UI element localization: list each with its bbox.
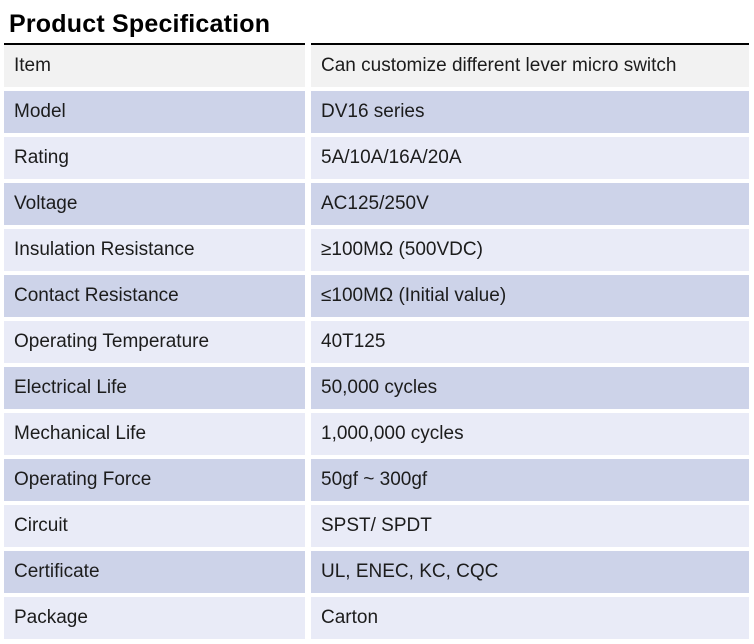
spec-label: Package xyxy=(4,597,305,639)
table-row: Operating Force 50gf ~ 300gf xyxy=(4,459,749,501)
spec-label: Certificate xyxy=(4,551,305,593)
spec-label: Insulation Resistance xyxy=(4,229,305,271)
specification-table: Item Can customize different lever micro… xyxy=(4,43,749,639)
spec-value: 50,000 cycles xyxy=(311,367,749,409)
spec-label: Voltage xyxy=(4,183,305,225)
table-row: Item Can customize different lever micro… xyxy=(4,43,749,87)
spec-value: 50gf ~ 300gf xyxy=(311,459,749,501)
spec-value: Carton xyxy=(311,597,749,639)
spec-value: 5A/10A/16A/20A xyxy=(311,137,749,179)
spec-value: ≥100MΩ (500VDC) xyxy=(311,229,749,271)
table-row: Rating 5A/10A/16A/20A xyxy=(4,137,749,179)
spec-value: AC125/250V xyxy=(311,183,749,225)
spec-label: Contact Resistance xyxy=(4,275,305,317)
spec-value: UL, ENEC, KC, CQC xyxy=(311,551,749,593)
spec-value: DV16 series xyxy=(311,91,749,133)
spec-label: Mechanical Life xyxy=(4,413,305,455)
spec-label: Rating xyxy=(4,137,305,179)
spec-label: Operating Force xyxy=(4,459,305,501)
table-row: Model DV16 series xyxy=(4,91,749,133)
spec-value: Can customize different lever micro swit… xyxy=(311,43,749,87)
table-row: Mechanical Life 1,000,000 cycles xyxy=(4,413,749,455)
spec-value: ≤100MΩ (Initial value) xyxy=(311,275,749,317)
page-title: Product Specification xyxy=(9,10,271,38)
table-row: Circuit SPST/ SPDT xyxy=(4,505,749,547)
spec-label: Item xyxy=(4,43,305,87)
spec-value: 1,000,000 cycles xyxy=(311,413,749,455)
table-row: Voltage AC125/250V xyxy=(4,183,749,225)
spec-label: Circuit xyxy=(4,505,305,547)
table-row: Certificate UL, ENEC, KC, CQC xyxy=(4,551,749,593)
spec-label: Model xyxy=(4,91,305,133)
table-row: Electrical Life 50,000 cycles xyxy=(4,367,749,409)
table-row: Contact Resistance ≤100MΩ (Initial value… xyxy=(4,275,749,317)
spec-value: 40T125 xyxy=(311,321,749,363)
spec-value: SPST/ SPDT xyxy=(311,505,749,547)
table-row: Package Carton xyxy=(4,597,749,639)
spec-label: Electrical Life xyxy=(4,367,305,409)
spec-label: Operating Temperature xyxy=(4,321,305,363)
table-row: Insulation Resistance ≥100MΩ (500VDC) xyxy=(4,229,749,271)
table-row: Operating Temperature 40T125 xyxy=(4,321,749,363)
